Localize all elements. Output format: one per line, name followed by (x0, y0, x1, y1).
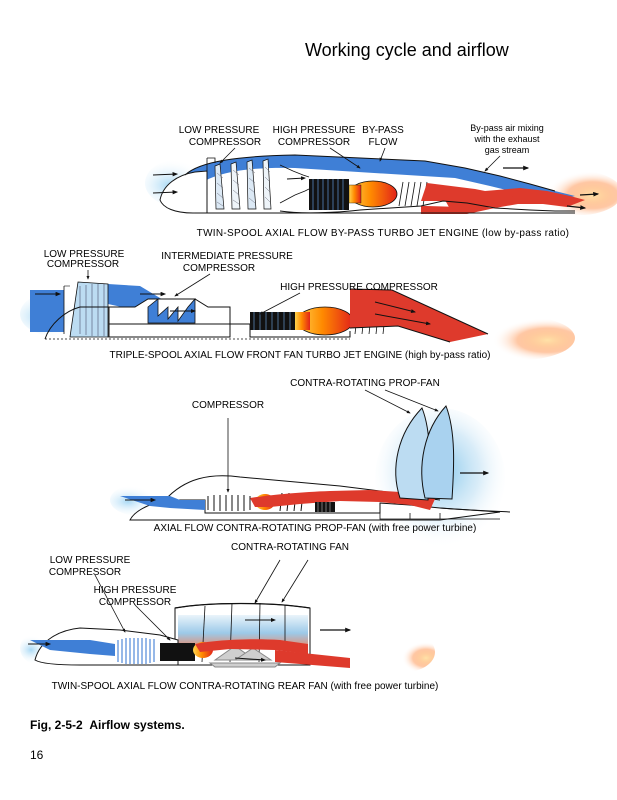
svg-text:COMPRESSOR: COMPRESSOR (47, 259, 119, 270)
svg-text:TWIN-SPOOL AXIAL FLOW CONTR: TWIN-SPOOL AXIAL FLOW CONTRA-ROTATING RE… (52, 681, 439, 692)
svg-text:BY-PASS: BY-PASS (362, 125, 404, 136)
svg-text:HIGH PRESSURE: HIGH PRESSURE (94, 585, 177, 596)
svg-text:COMPRESSOR: COMPRESSOR (99, 597, 171, 608)
svg-text:HIGH PRESSURE: HIGH PRESSURE (273, 125, 356, 136)
svg-text:TRIPLE-SPOOL AXIAL FLOW FRO: TRIPLE-SPOOL AXIAL FLOW FRONT FAN TURBO … (109, 350, 490, 361)
svg-text:COMPRESSOR: COMPRESSOR (192, 400, 264, 411)
svg-text:LOW PRESSURE: LOW PRESSURE (50, 555, 131, 566)
svg-text:TWIN-SPOOL AXIAL FLOW BY-PA: TWIN-SPOOL AXIAL FLOW BY-PASS TURBO JET … (197, 228, 570, 239)
svg-text:INTERMEDIATE PRESSURE: INTERMEDIATE PRESSURE (161, 251, 293, 262)
svg-text:LOW PRESSURE: LOW PRESSURE (179, 125, 260, 136)
svg-text:COMPRESSOR: COMPRESSOR (189, 137, 261, 148)
svg-text:FLOW: FLOW (369, 137, 398, 148)
svg-text:with the exhaust: with the exhaust (473, 134, 540, 144)
svg-text:CONTRA-ROTATING PROP-FAN: CONTRA-ROTATING PROP-FAN (290, 378, 440, 389)
svg-text:gas stream: gas stream (485, 145, 530, 155)
svg-text:COMPRESSOR: COMPRESSOR (49, 567, 121, 578)
svg-text:HIGH PRESSURE COMPRESSOR: HIGH PRESSURE COMPRESSOR (280, 282, 438, 293)
svg-text:COMPRESSOR: COMPRESSOR (183, 263, 255, 274)
svg-text:AXIAL FLOW CONTRA-ROTATING: AXIAL FLOW CONTRA-ROTATING PROP-FAN (wit… (154, 523, 477, 534)
svg-text:COMPRESSOR: COMPRESSOR (278, 137, 350, 148)
svg-text:By-pass air mixing: By-pass air mixing (470, 123, 544, 133)
svg-text:CONTRA-ROTATING FAN: CONTRA-ROTATING FAN (231, 542, 349, 553)
